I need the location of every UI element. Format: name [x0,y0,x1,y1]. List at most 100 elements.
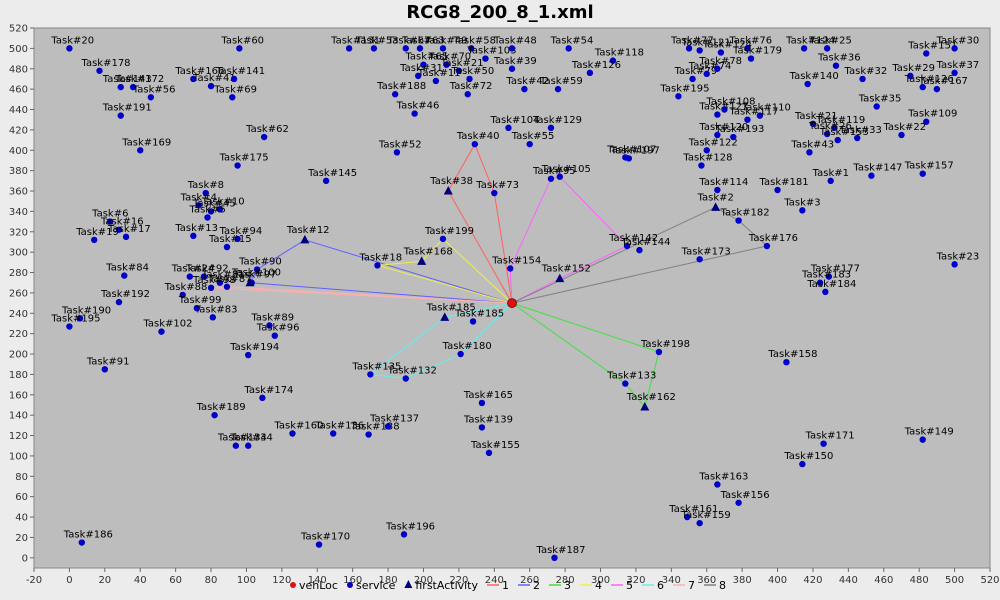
service-label: Task#124 [702,39,752,50]
service-label: Task#55 [511,131,555,142]
x-tick-label: 200 [414,575,433,586]
service-label: Task#117 [728,107,778,118]
service-point [684,513,691,521]
service-point [714,65,721,72]
legend-marker [404,580,413,588]
service-point [547,124,555,132]
service-point [158,328,165,335]
service-label: Task#6 [91,209,128,220]
x-tick-label: 460 [874,575,893,586]
x-tick-label: 220 [449,575,468,586]
first-activity-point [440,312,450,321]
service-point [400,531,408,538]
service-point [232,442,240,449]
service-label: Task#186 [63,530,113,541]
service-label: Task#19 [75,227,119,238]
service-point [216,279,224,286]
service-label: Task#190 [61,305,111,316]
service-point [554,85,562,93]
x-tick-label: 160 [343,575,362,586]
service-point [622,380,629,387]
service-point [717,49,725,56]
x-tick-label: 240 [485,575,504,586]
service-label: Task#158 [767,349,817,360]
service-label: Task#30 [936,35,980,46]
legend-marker [346,582,353,588]
service-label: Task#133 [606,371,656,382]
legend-label: 7 [688,579,695,592]
service-point [411,110,418,117]
service-point [66,45,73,52]
service-point [586,69,594,77]
service-point [854,134,861,142]
service-label: Task#110 [741,103,791,114]
service-point [216,206,224,213]
service-label: Task#96 [256,323,300,334]
service-point [121,272,128,279]
service-label: Task#102 [142,319,192,330]
service-label: Task#52 [378,139,422,150]
route-7 [210,286,513,304]
service-point [508,45,516,52]
service-point [117,83,124,91]
service-label: Task#134 [217,433,267,444]
service-point [822,288,829,296]
service-label: Task#178 [81,58,131,69]
service-point [804,80,811,88]
service-label: Task#25 [808,35,852,46]
service-point [179,291,186,299]
service-point [455,67,463,74]
service-label: Task#54 [550,35,594,46]
service-label: Task#39 [493,56,537,67]
service-label: Task#95 [532,166,576,177]
service-label: Task#122 [688,137,738,148]
service-point [90,236,98,244]
service-label: Task#126 [571,60,621,71]
service-label: Task#142 [608,233,658,244]
x-tick-label: 480 [910,575,929,586]
service-label: Task#73 [475,180,519,191]
service-label: Task#79 [674,66,718,77]
x-tick-label: 380 [733,575,752,586]
service-point [730,133,737,141]
legend-label: vehLoc [299,579,338,592]
service-label: Task#143 [102,74,152,85]
service-label: Task#180 [442,341,492,352]
service-label: Task#20 [50,35,94,46]
service-label: Task#193 [714,124,764,135]
service-label: Task#50 [451,66,495,77]
first-activity-label: Task#38 [429,176,473,187]
x-tick-label: 280 [556,575,575,586]
y-tick-label: 400 [9,146,28,157]
service-point [129,83,137,91]
first-activity-label: Task#2 [697,192,734,203]
service-label: Task#167 [918,76,968,87]
service-label: Task#145 [307,168,357,179]
service-label: Task#24 [171,264,215,275]
service-point [245,442,252,449]
service-label: Task#150 [783,451,833,462]
service-label: Task#114 [698,177,748,188]
service-point [76,315,84,322]
service-label: Task#192 [100,289,150,300]
service-label: Task#74 [688,61,732,72]
service-point [951,261,958,268]
service-point [393,149,401,156]
service-point [689,75,696,83]
service-point [229,94,236,101]
first-activity-point [417,256,427,265]
service-label: Task#21 [794,111,838,122]
service-label: Task#119 [815,115,865,126]
service-label: Task#33 [838,125,882,136]
y-tick-label: 420 [9,125,28,136]
service-point [230,75,238,83]
x-tick-label: 340 [662,575,681,586]
service-point [253,266,261,273]
service-point [345,45,353,52]
service-point [439,235,447,243]
service-point [636,246,643,254]
service-label: Task#136 [314,421,364,432]
service-point [260,133,268,141]
service-label: Task#58 [452,35,496,46]
service-point [547,175,555,182]
